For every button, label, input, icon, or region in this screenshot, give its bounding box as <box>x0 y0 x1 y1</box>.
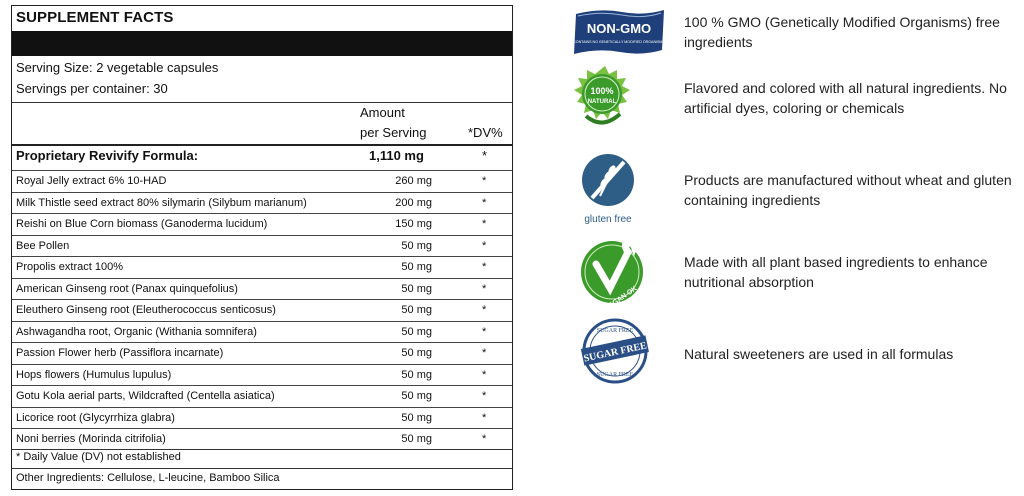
feature-text-gluten-free: Products are manufactured without wheat … <box>684 172 1012 208</box>
ingredient-amount: 50 mg <box>401 304 432 316</box>
dv-header: *DV% <box>468 125 503 140</box>
ingredient-amount: 200 mg <box>395 196 432 209</box>
gluten-free-icon: gluten free <box>582 154 634 225</box>
divider <box>12 449 512 450</box>
ingredient-name: Bee Pollen <box>16 239 70 252</box>
serving-size: Serving Size: 2 vegetable capsules <box>16 60 219 75</box>
dv-note: * Daily Value (DV) not established <box>16 451 181 463</box>
ingredient-row: Milk Thistle seed extract 80% silymarin … <box>12 191 512 215</box>
ingredient-name: Gotu Kola aerial parts, Wildcrafted (Cen… <box>16 390 275 402</box>
ingredient-amount: 50 mg <box>401 411 432 424</box>
ingredient-name: Royal Jelly extract 6% 10-HAD <box>16 175 167 187</box>
ingredient-name: Reishi on Blue Corn biomass (Ganoderma l… <box>16 218 268 230</box>
ingredient-row: Ashwagandha root, Organic (Withania somn… <box>12 320 512 344</box>
ingredient-row: Licorice root (Glycyrrhiza glabra) 50 mg * <box>12 406 512 430</box>
per-serving-header: per Serving <box>360 125 427 140</box>
proprietary-dv: * <box>482 148 488 163</box>
ingredient-name: Passion Flower herb (Passiflora incarnat… <box>16 347 224 359</box>
ingredient-amount: 50 mg <box>401 347 432 359</box>
ingredient-name: Licorice root (Glycyrrhiza glabra) <box>16 411 175 424</box>
ingredient-dv: * <box>482 261 487 273</box>
other-ingredients: Other Ingredients: Cellulose, L-leucine,… <box>16 472 280 484</box>
proprietary-name: Proprietary Revivify Formula: <box>16 148 199 163</box>
ingredient-dv: * <box>482 218 487 230</box>
ingredient-name: Eleuthero Ginseng root (Eleutherococcus … <box>16 304 276 316</box>
svg-text:SUGAR FREE: SUGAR FREE <box>597 328 634 334</box>
ingredient-row: Bee Pollen 50 mg * <box>12 234 512 258</box>
feature-text-sugar-free: Natural sweeteners are used in all formu… <box>684 346 954 362</box>
proprietary-amount: 1,110 mg <box>369 148 424 163</box>
feature-text-vegan: Made with all plant based ingredients to… <box>684 254 988 290</box>
ingredient-name: Milk Thistle seed extract 80% silymarin … <box>16 196 307 209</box>
ingredient-row: Eleuthero Ginseng root (Eleutherococcus … <box>12 299 512 322</box>
servings-per-container: Servings per container: 30 <box>16 81 168 96</box>
ingredient-dv: * <box>482 175 487 187</box>
ingredient-row: Royal Jelly extract 6% 10-HAD 260 mg * <box>12 170 512 193</box>
ingredient-row: Propolis extract 100% 50 mg * <box>12 256 512 279</box>
non-gmo-icon: NON-GMO CONTAINS NO GENETICALLY MODIFIED… <box>573 10 665 54</box>
natural-label: 100% <box>590 86 613 96</box>
ingredient-dv: * <box>482 347 487 359</box>
feature-text-non-gmo: 100 % GMO (Genetically Modified Organism… <box>684 14 1000 50</box>
ingredient-amount: 50 mg <box>401 325 432 338</box>
ingredient-dv: * <box>482 390 487 402</box>
svg-text:SUGAR FREE: SUGAR FREE <box>597 372 634 378</box>
supplement-facts-panel: SUPPLEMENT FACTS Serving Size: 2 vegetab… <box>11 5 513 490</box>
feature-text-natural: Flavored and colored with all natural in… <box>684 80 1007 116</box>
ingredient-row: Gotu Kola aerial parts, Wildcrafted (Cen… <box>12 385 512 408</box>
non-gmo-small: CONTAINS NO GENETICALLY MODIFIED ORGANIS… <box>573 40 665 44</box>
ingredient-dv: * <box>482 368 487 381</box>
title-bar <box>12 31 512 56</box>
natural-icon: 100% NATURAL <box>574 66 630 125</box>
amount-header: Amount <box>360 105 405 120</box>
svg-text:NATURAL: NATURAL <box>588 99 617 105</box>
divider <box>12 468 512 469</box>
ingredient-dv: * <box>482 239 487 252</box>
ingredient-row: Hops flowers (Humulus lupulus) 50 mg * <box>12 363 512 387</box>
gluten-free-label: gluten free <box>584 214 632 225</box>
ingredient-amount: 50 mg <box>401 239 432 252</box>
ingredient-dv: * <box>482 433 487 445</box>
ingredient-amount: 50 mg <box>401 390 432 402</box>
divider <box>12 102 512 103</box>
ingredient-amount: 50 mg <box>401 282 432 295</box>
ingredient-amount: 50 mg <box>401 368 432 381</box>
ingredient-name: Noni berries (Morinda citrifolia) <box>16 433 166 445</box>
ingredient-row: Passion Flower herb (Passiflora incarnat… <box>12 342 512 365</box>
ingredient-row: American Ginseng root (Panax quinquefoli… <box>12 277 512 301</box>
ingredient-dv: * <box>482 282 487 295</box>
ingredient-name: Propolis extract 100% <box>16 261 123 273</box>
facts-title: SUPPLEMENT FACTS <box>16 9 174 26</box>
ingredient-amount: 260 mg <box>395 175 432 187</box>
divider-thick <box>12 144 512 146</box>
ingredient-amount: 150 mg <box>395 218 432 230</box>
ingredient-name: Ashwagandha root, Organic (Withania somn… <box>16 325 257 338</box>
ingredient-dv: * <box>482 304 487 316</box>
ingredient-name: Hops flowers (Humulus lupulus) <box>16 368 172 381</box>
ingredient-row: Noni berries (Morinda citrifolia) 50 mg * <box>12 428 512 451</box>
ingredient-dv: * <box>482 196 487 209</box>
ingredient-row: Reishi on Blue Corn biomass (Ganoderma l… <box>12 213 512 236</box>
sugar-free-icon: SUGAR FREE SUGAR FREE SUGAR FREE <box>580 318 649 384</box>
ingredient-amount: 50 mg <box>401 261 432 273</box>
ingredient-name: American Ginseng root (Panax quinquefoli… <box>16 282 238 295</box>
ingredient-dv: * <box>482 325 487 338</box>
vegan-icon: VEGAN OK <box>581 234 643 310</box>
non-gmo-label: NON-GMO <box>587 21 651 36</box>
ingredient-dv: * <box>482 411 487 424</box>
ingredient-amount: 50 mg <box>401 433 432 445</box>
